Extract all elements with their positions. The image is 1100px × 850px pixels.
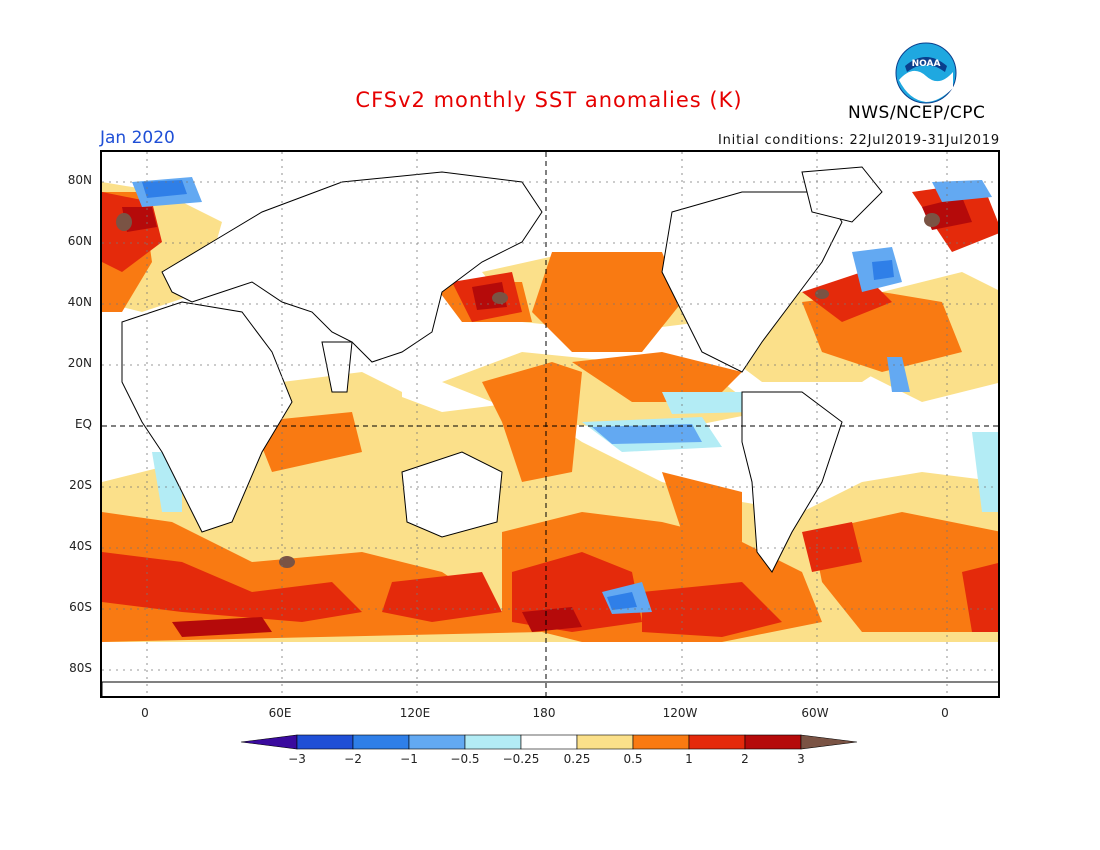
lat-label-60n: 60N <box>67 234 92 248</box>
warm-anomaly-field <box>102 192 998 642</box>
noaa-logo-icon: NOAA <box>895 42 957 104</box>
lat-label-20s: 20S <box>69 478 92 492</box>
svg-text:NOAA: NOAA <box>912 59 941 69</box>
colorbar-segment <box>352 734 410 750</box>
colorbar-tick-label: 3 <box>797 752 805 766</box>
lat-label-80n: 80N <box>67 173 92 187</box>
colorbar-tick-label: −1 <box>400 752 418 766</box>
colorbar-segment <box>464 734 522 750</box>
colorbar-tick-label: 1 <box>685 752 693 766</box>
map-title: CFSv2 monthly SST anomalies (K) <box>355 88 743 112</box>
colorbar-tick-label: 0.25 <box>563 752 591 766</box>
colder-anomaly-field <box>142 180 894 610</box>
lon-label-120w: 120W <box>662 706 698 720</box>
equator-dateline <box>102 152 998 696</box>
forecast-month-label: Jan 2020 <box>100 128 175 148</box>
lat-label-40n: 40N <box>67 295 92 309</box>
lon-label-60e: 60E <box>268 706 292 720</box>
lon-label-0-right: 0 <box>941 706 949 720</box>
colorbar-segment <box>576 734 634 750</box>
colorbar-segment-below-min <box>240 734 298 750</box>
colorbar-tick-label: −3 <box>288 752 306 766</box>
colorbar <box>240 734 858 750</box>
colorbar-segment-above-max <box>800 734 858 750</box>
colorbar-segment <box>744 734 802 750</box>
lat-label-eq: EQ <box>74 417 92 431</box>
colorbar-tick-label: −2 <box>344 752 362 766</box>
colorbar-segment <box>688 734 746 750</box>
lat-label-60s: 60S <box>69 600 92 614</box>
lat-label-80s: 80S <box>69 661 92 675</box>
map-canvas <box>102 152 998 696</box>
lon-label-60w: 60W <box>801 706 829 720</box>
colorbar-segment <box>632 734 690 750</box>
colorbar-tick-label: −0.25 <box>502 752 540 766</box>
lat-label-40s: 40S <box>69 539 92 553</box>
colorbar-tick-label: 2 <box>741 752 749 766</box>
sst-anomaly-map <box>100 150 1000 698</box>
land-masses <box>102 166 998 696</box>
colorbar-tick-label: −0.5 <box>450 752 480 766</box>
colorbar-segment <box>296 734 354 750</box>
colorbar-segment <box>408 734 466 750</box>
colorbar-segment <box>520 734 578 750</box>
agency-label: NWS/NCEP/CPC <box>848 103 986 123</box>
lat-label-20n: 20N <box>67 356 92 370</box>
lon-label-0: 0 <box>141 706 149 720</box>
colorbar-tick-label: 0.5 <box>623 752 643 766</box>
lon-label-120e: 120E <box>399 706 431 720</box>
lon-label-180: 180 <box>532 706 556 720</box>
initial-conditions-label: Initial conditions: 22Jul2019-31Jul2019 <box>717 133 1000 148</box>
